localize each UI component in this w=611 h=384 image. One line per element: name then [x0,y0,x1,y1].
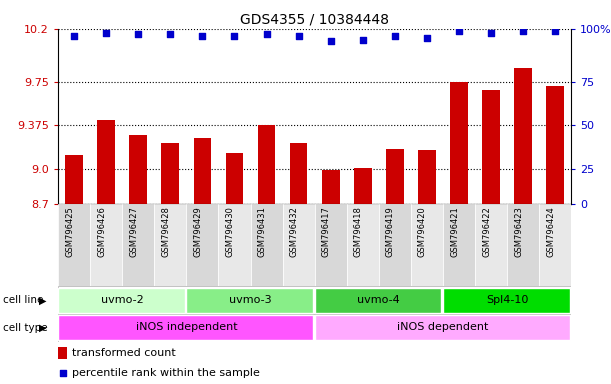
Point [326,38,335,45]
Bar [194,137,211,204]
Point [133,31,143,38]
Title: GDS4355 / 10384448: GDS4355 / 10384448 [240,13,389,26]
Text: GSM796417: GSM796417 [322,206,331,257]
Bar [58,288,185,313]
Bar [225,153,243,204]
Point [454,28,464,34]
Bar [258,125,276,204]
Text: uvmo-3: uvmo-3 [229,295,272,305]
Bar [58,316,313,340]
Bar [251,204,283,286]
Text: ▶: ▶ [39,295,46,305]
Point [358,36,368,43]
Point [197,33,207,39]
Bar [97,120,115,204]
Bar [283,204,315,286]
Bar [411,204,443,286]
Point [390,33,400,39]
Bar [315,204,347,286]
Bar [130,135,147,204]
Bar [155,204,186,286]
Bar [58,347,67,359]
Text: iNOS dependent: iNOS dependent [397,323,489,333]
Bar [514,68,532,204]
Bar [418,150,436,204]
Text: GSM796431: GSM796431 [258,206,266,257]
Bar [186,204,219,286]
Bar [90,204,122,286]
Text: GSM796419: GSM796419 [386,206,395,257]
Bar [322,170,340,204]
Text: GSM796418: GSM796418 [354,206,363,257]
Point [551,28,560,34]
Bar [354,168,371,204]
Text: GSM796422: GSM796422 [482,206,491,257]
Bar [58,204,90,286]
Point [486,30,496,36]
Bar [386,149,404,204]
Text: GSM796429: GSM796429 [194,206,202,257]
Text: GSM796427: GSM796427 [130,206,138,257]
Bar [161,143,179,204]
Bar [450,81,468,204]
Text: GSM796424: GSM796424 [546,206,555,257]
Bar [65,155,83,204]
Text: GSM796432: GSM796432 [290,206,299,257]
Point [262,31,271,38]
Point [101,30,111,36]
Point [230,33,240,39]
Text: uvmo-2: uvmo-2 [101,295,144,305]
Bar [315,288,441,313]
Point [294,33,304,39]
Bar [443,204,475,286]
Bar [219,204,251,286]
Bar [379,204,411,286]
Text: transformed count: transformed count [72,348,175,358]
Text: GSM796421: GSM796421 [450,206,459,257]
Point [518,28,528,34]
Text: GSM796425: GSM796425 [65,206,74,257]
Text: GSM796423: GSM796423 [514,206,523,257]
Bar [475,204,507,286]
Text: GSM796428: GSM796428 [161,206,170,257]
Bar [443,288,569,313]
Bar [186,288,313,313]
Point [166,31,175,38]
Bar [290,143,307,204]
Text: GSM796420: GSM796420 [418,206,427,257]
Text: iNOS independent: iNOS independent [136,323,237,333]
Bar [315,316,569,340]
Text: cell line: cell line [3,295,43,305]
Point [58,370,68,376]
Text: GSM796430: GSM796430 [225,206,235,257]
Bar [482,90,500,204]
Text: ▶: ▶ [39,323,46,333]
Text: GSM796426: GSM796426 [97,206,106,257]
Bar [347,204,379,286]
Bar [540,204,571,286]
Bar [507,204,540,286]
Point [422,35,432,41]
Text: Spl4-10: Spl4-10 [486,295,529,305]
Point [69,33,79,39]
Text: uvmo-4: uvmo-4 [357,295,400,305]
Bar [122,204,155,286]
Text: cell type: cell type [3,323,48,333]
Bar [546,86,564,204]
Text: percentile rank within the sample: percentile rank within the sample [72,368,260,378]
